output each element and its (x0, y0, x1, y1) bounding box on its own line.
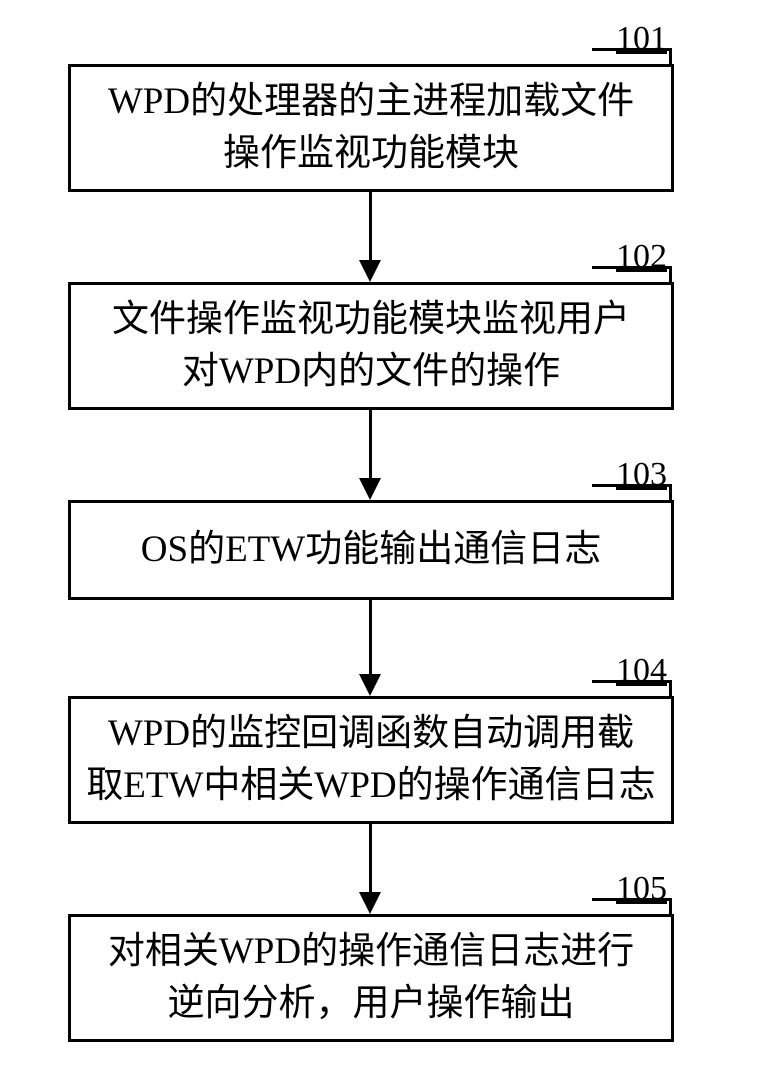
step-text-104: WPD的监控回调函数自动调用截 取ETW中相关WPD的操作通信日志 (86, 708, 655, 812)
arrow-4-head (359, 892, 381, 914)
step-box-102: 文件操作监视功能模块监视用户 对WPD内的文件的操作 (68, 282, 674, 410)
step-tag-101: 101 (616, 20, 667, 58)
step-tag-105: 105 (616, 870, 667, 908)
step-tag-102: 102 (616, 238, 667, 276)
step-box-105: 对相关WPD的操作通信日志进行 逆向分析，用户操作输出 (68, 914, 674, 1042)
step-text-101: WPD的处理器的主进程加载文件 操作监视功能模块 (108, 76, 634, 180)
step-tag-104: 104 (616, 652, 667, 690)
step-box-101: WPD的处理器的主进程加载文件 操作监视功能模块 (68, 64, 674, 192)
arrow-2-head (359, 478, 381, 500)
arrow-3-shaft (369, 600, 372, 674)
step-tag-103: 103 (616, 456, 667, 494)
arrow-2-shaft (369, 410, 372, 478)
arrow-1-shaft (369, 192, 372, 260)
arrow-3-head (359, 674, 381, 696)
step-text-102: 文件操作监视功能模块监视用户 对WPD内的文件的操作 (112, 294, 630, 398)
arrow-4-shaft (369, 824, 372, 892)
step-box-103: OS的ETW功能输出通信日志 (68, 500, 674, 600)
step-text-103: OS的ETW功能输出通信日志 (141, 524, 601, 576)
step-box-104: WPD的监控回调函数自动调用截 取ETW中相关WPD的操作通信日志 (68, 696, 674, 824)
flowchart-canvas: 101 WPD的处理器的主进程加载文件 操作监视功能模块 102 文件操作监视功… (0, 0, 766, 1075)
arrow-1-head (359, 260, 381, 282)
step-text-105: 对相关WPD的操作通信日志进行 逆向分析，用户操作输出 (108, 926, 634, 1030)
